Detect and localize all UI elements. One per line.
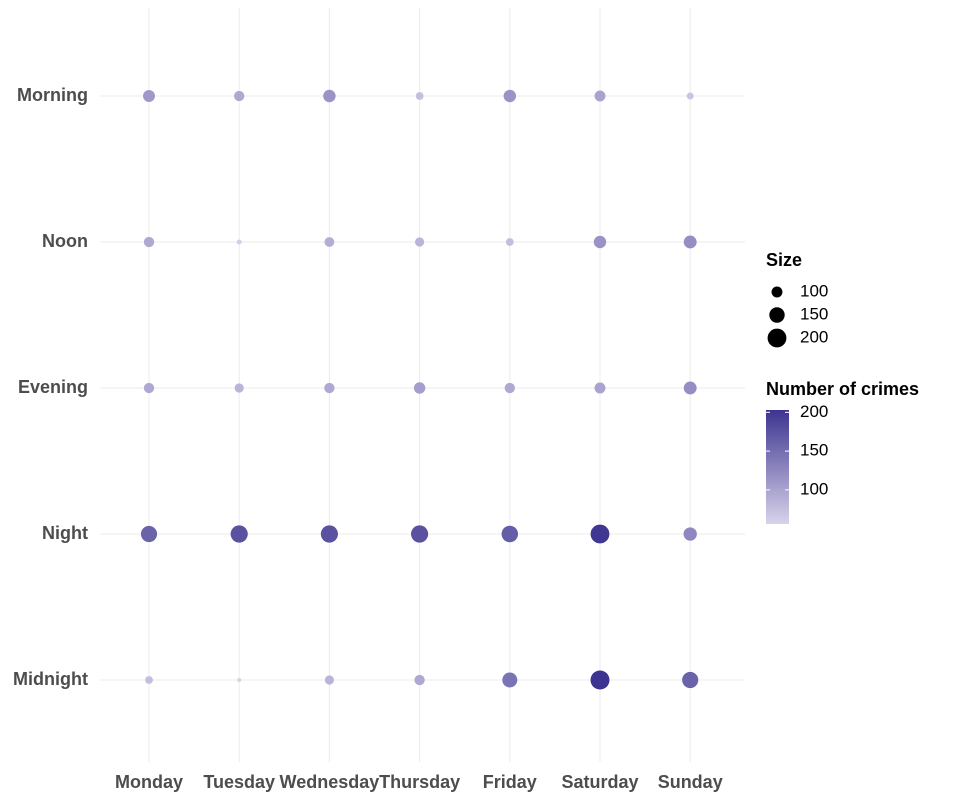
x-tick-label: Wednesday bbox=[280, 772, 380, 792]
y-tick-label: Morning bbox=[17, 85, 88, 105]
bubble bbox=[145, 676, 153, 684]
x-tick-label: Thursday bbox=[379, 772, 460, 792]
bubble bbox=[320, 525, 338, 543]
colorbar-label: 100 bbox=[800, 479, 828, 498]
bubble bbox=[236, 239, 242, 245]
size-legend-label: 100 bbox=[800, 281, 828, 300]
bubble bbox=[502, 672, 518, 688]
x-tick-label: Tuesday bbox=[203, 772, 275, 792]
bubble bbox=[504, 382, 515, 394]
size-legend-key bbox=[769, 307, 785, 323]
size-legend-key bbox=[771, 286, 783, 298]
size-legend-key bbox=[767, 328, 787, 348]
bubble bbox=[415, 92, 424, 100]
y-tick-label: Midnight bbox=[13, 669, 88, 689]
bubble bbox=[503, 89, 517, 103]
bubble bbox=[414, 674, 425, 686]
bubble bbox=[593, 235, 607, 249]
bubble bbox=[234, 90, 245, 102]
x-tick-label: Monday bbox=[115, 772, 183, 792]
bubble bbox=[234, 383, 244, 393]
bubble bbox=[411, 525, 429, 543]
bubble bbox=[594, 90, 606, 102]
bubble bbox=[594, 382, 606, 394]
x-tick-label: Saturday bbox=[561, 772, 638, 792]
color-legend-title: Number of crimes bbox=[766, 379, 919, 399]
bubble bbox=[683, 527, 697, 541]
size-legend-label: 200 bbox=[800, 327, 828, 346]
bubble bbox=[143, 90, 155, 102]
bubble bbox=[590, 524, 610, 544]
y-tick-label: Evening bbox=[18, 377, 88, 397]
bubble bbox=[686, 92, 694, 100]
size-legend-title: Size bbox=[766, 250, 802, 270]
bubble bbox=[413, 382, 426, 394]
y-tick-label: Night bbox=[42, 523, 88, 543]
colorbar-label: 150 bbox=[800, 441, 828, 460]
bubble bbox=[683, 381, 697, 395]
colorbar-label: 200 bbox=[800, 402, 828, 421]
bubble bbox=[590, 670, 610, 690]
bubble bbox=[324, 382, 335, 394]
bubble bbox=[501, 525, 519, 543]
size-legend-label: 150 bbox=[800, 304, 828, 323]
bubble bbox=[683, 235, 697, 249]
bubble bbox=[324, 237, 335, 247]
bubble bbox=[323, 89, 336, 103]
bubble bbox=[415, 237, 425, 247]
bubble bbox=[143, 382, 155, 394]
bubble bbox=[140, 525, 158, 543]
x-tick-label: Friday bbox=[483, 772, 537, 792]
bubble bbox=[324, 675, 334, 685]
bubble bbox=[143, 236, 155, 248]
bubble bbox=[505, 238, 514, 246]
x-tick-label: Sunday bbox=[658, 772, 723, 792]
bubble bbox=[237, 678, 242, 682]
colorbar bbox=[766, 410, 789, 524]
bubble bbox=[230, 525, 248, 543]
y-tick-label: Noon bbox=[42, 231, 88, 251]
bubble bbox=[682, 671, 699, 689]
